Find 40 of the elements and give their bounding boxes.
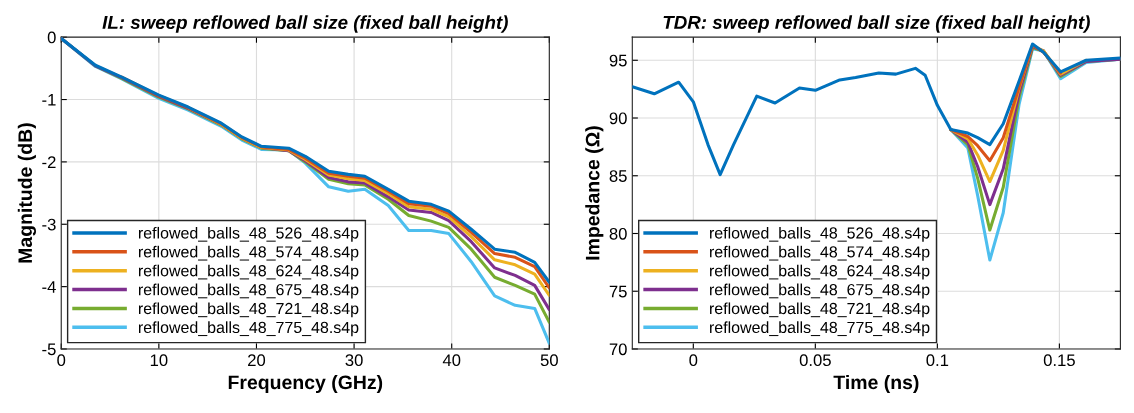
chart-title: TDR: sweep reflowed ball size (fixed ball height) bbox=[663, 15, 1090, 33]
legend-label: reflowed_balls_48_721_48.s4p bbox=[138, 302, 359, 318]
y-tick-label: -4 bbox=[42, 281, 56, 293]
x-tick-label: 50 bbox=[540, 354, 558, 367]
x-axis-title: Frequency (GHz) bbox=[228, 374, 383, 394]
y-tick-label: -5 bbox=[42, 343, 56, 356]
x-tick-label: 0.15 bbox=[1043, 354, 1075, 367]
y-tick-label: -2 bbox=[42, 156, 56, 168]
x-tick-label: 40 bbox=[442, 354, 461, 367]
x-tick-label: 20 bbox=[248, 354, 266, 367]
y-tick-label: 95 bbox=[609, 54, 627, 67]
x-tick-label: 30 bbox=[345, 354, 363, 367]
y-tick-label: 85 bbox=[609, 170, 627, 182]
chart-title: IL: sweep reflowed ball size (fixed ball height) bbox=[102, 15, 508, 33]
legend-label: reflowed_balls_48_624_48.s4p bbox=[138, 264, 359, 280]
x-tick-label: 0 bbox=[57, 354, 66, 367]
y-tick-label: -1 bbox=[42, 94, 56, 106]
x-tick-label: 10 bbox=[150, 354, 168, 367]
legend-label: reflowed_balls_48_574_48.s4p bbox=[138, 245, 359, 261]
x-tick-label: 0.05 bbox=[799, 354, 831, 367]
y-tick-label: 90 bbox=[609, 112, 627, 125]
x-axis-title: Time (ns) bbox=[833, 374, 919, 394]
y-tick-label: 70 bbox=[609, 343, 627, 356]
legend-label: reflowed_balls_48_775_48.s4p bbox=[710, 321, 930, 337]
legend-label: reflowed_balls_48_675_48.s4p bbox=[710, 283, 930, 299]
legend-label: reflowed_balls_48_526_48.s4p bbox=[138, 226, 359, 242]
x-tick-label: 0.1 bbox=[926, 354, 949, 367]
y-tick-label: -3 bbox=[42, 218, 56, 231]
legend-label: reflowed_balls_48_624_48.s4p bbox=[710, 264, 930, 280]
y-axis-title: Magnitude (dB) bbox=[17, 123, 36, 263]
y-tick-label: 0 bbox=[47, 31, 56, 44]
y-tick-label: 75 bbox=[609, 285, 627, 298]
y-axis-title: Impedance (Ω) bbox=[585, 126, 604, 260]
legend-label: reflowed_balls_48_775_48.s4p bbox=[138, 321, 359, 337]
legend-label: reflowed_balls_48_574_48.s4p bbox=[710, 245, 930, 261]
legend-label: reflowed_balls_48_526_48.s4p bbox=[710, 226, 930, 242]
legend-label: reflowed_balls_48_721_48.s4p bbox=[710, 302, 930, 318]
y-tick-label: 80 bbox=[609, 227, 627, 240]
x-tick-label: 0 bbox=[689, 354, 698, 367]
legend-label: reflowed_balls_48_675_48.s4p bbox=[138, 283, 359, 299]
